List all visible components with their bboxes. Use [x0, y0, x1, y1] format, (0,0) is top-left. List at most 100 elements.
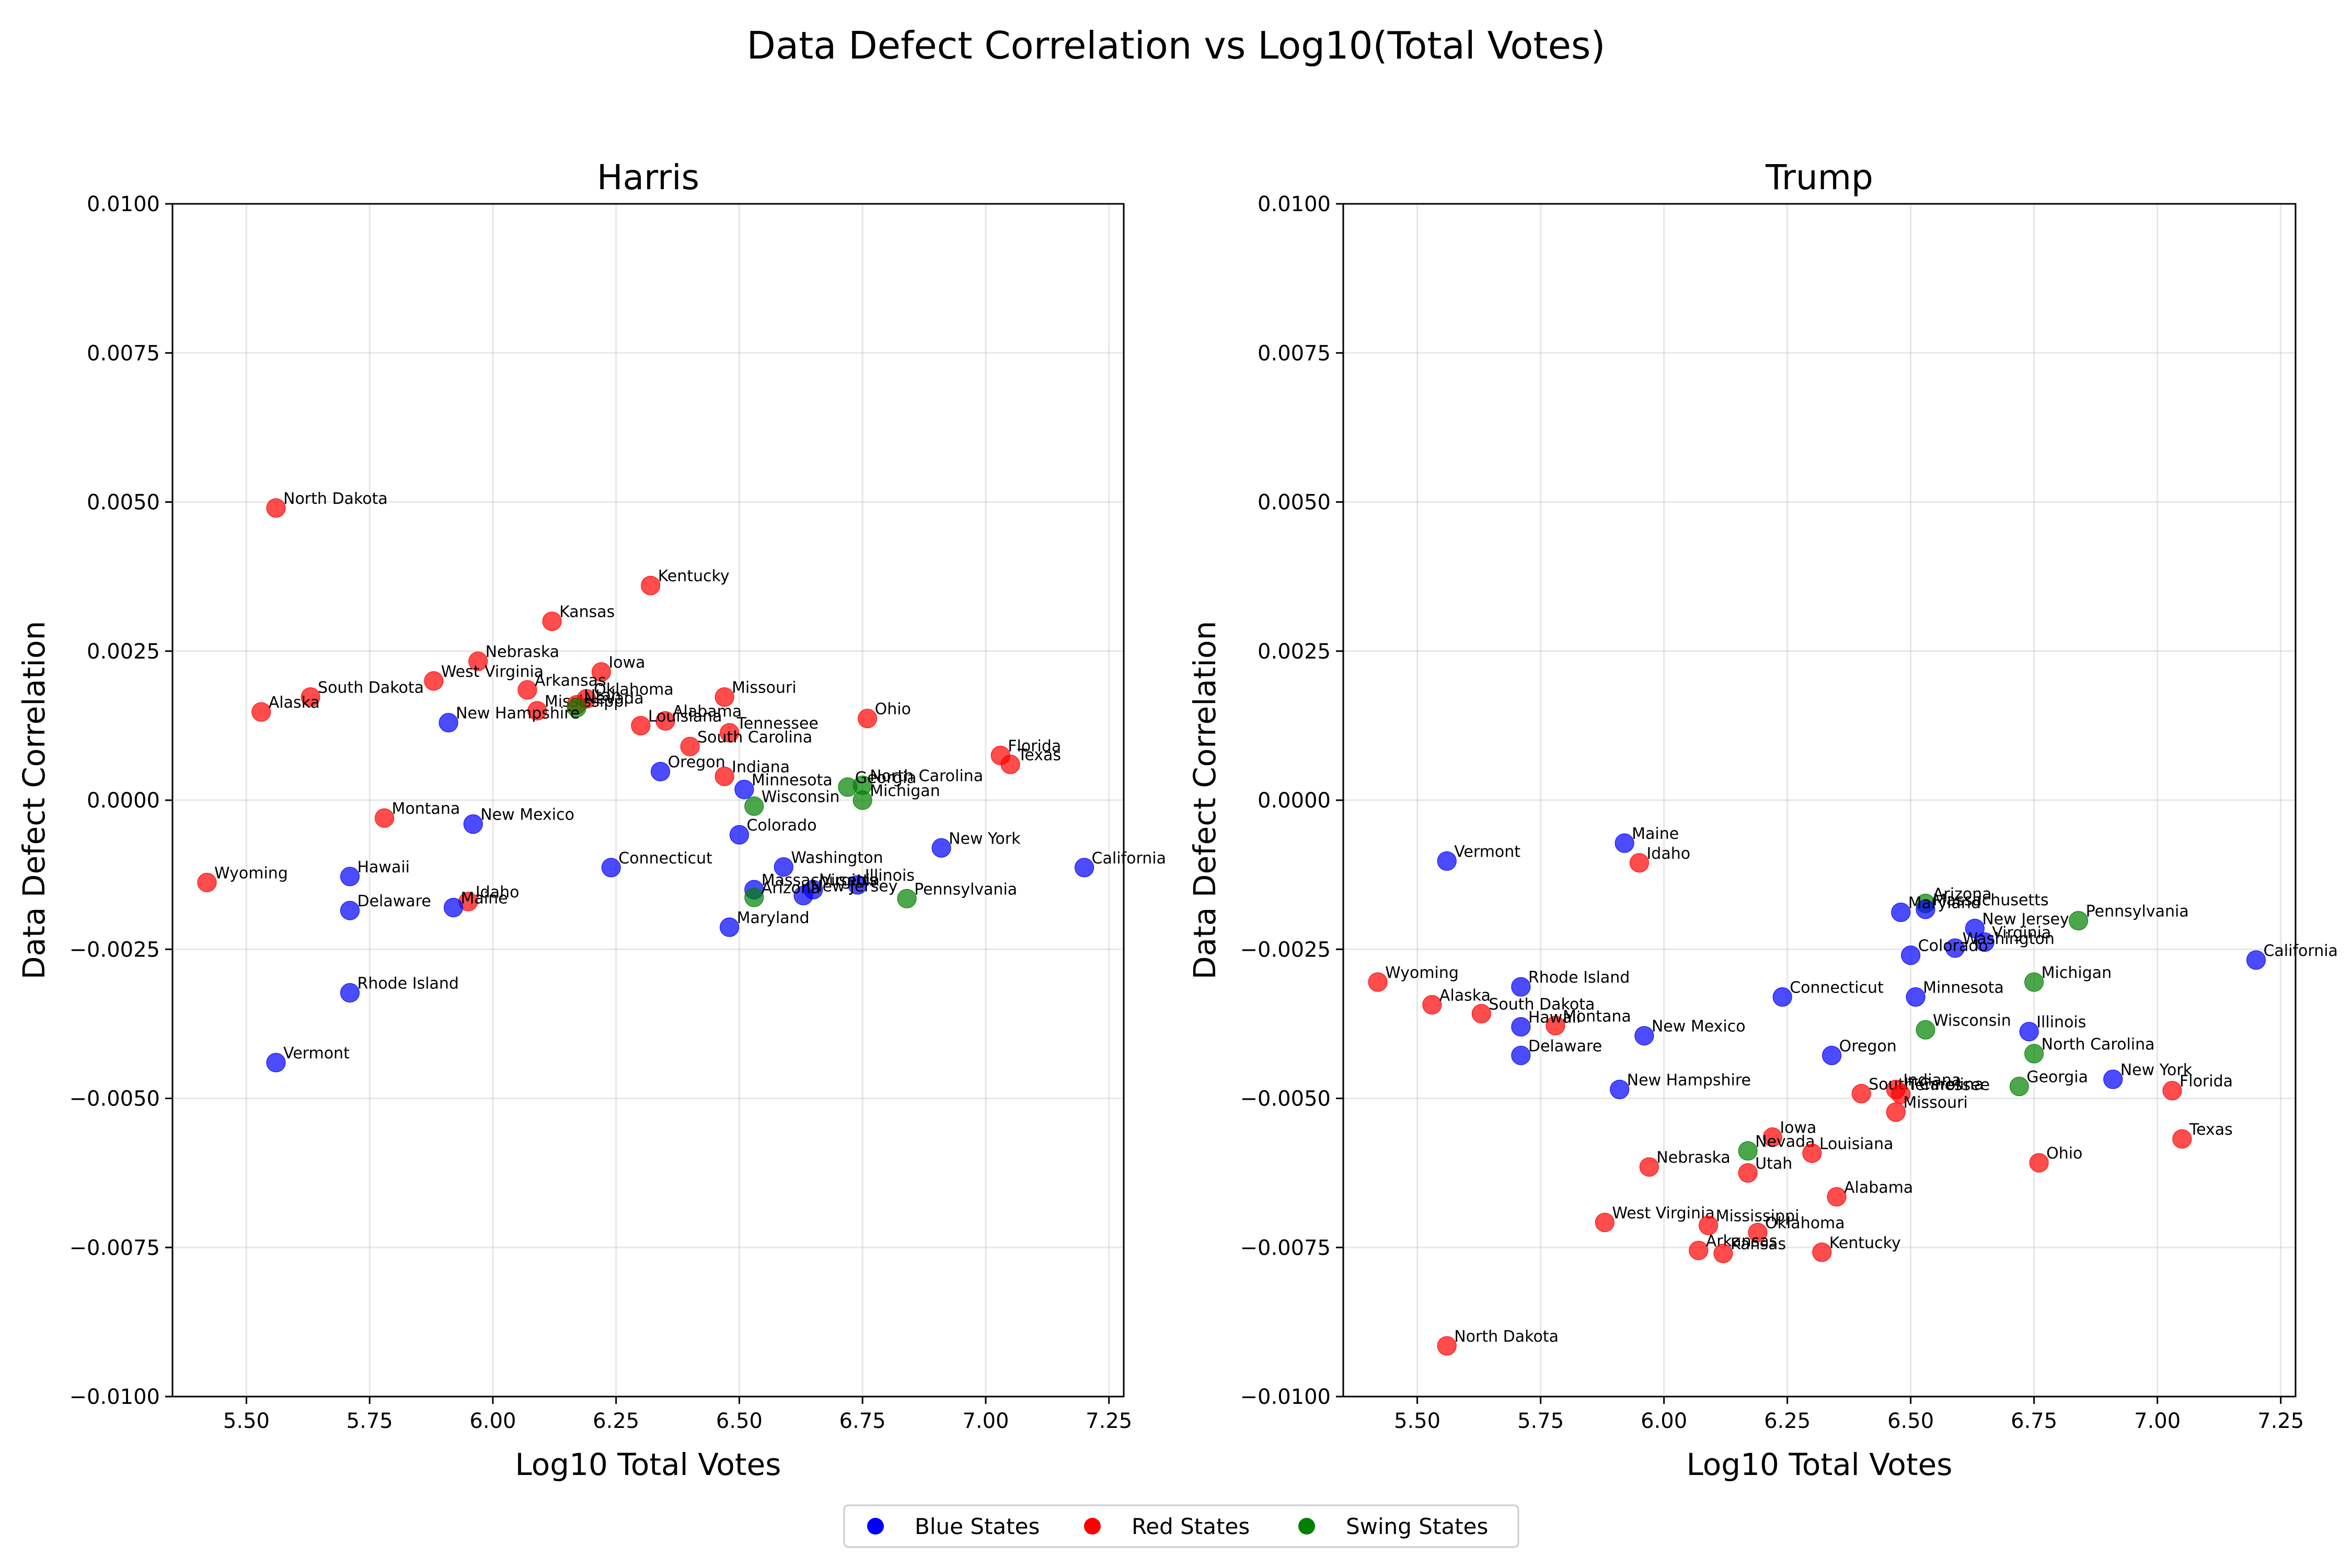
y-tick-label: 0.0000: [87, 789, 160, 813]
point-label: Mississippi: [1716, 1207, 1800, 1226]
point-label: Ohio: [2046, 1145, 2082, 1163]
point-label: Colorado: [1918, 937, 1988, 955]
x-tick-label: 7.25: [2257, 1409, 2304, 1433]
point-label: North Dakota: [1454, 1328, 1559, 1346]
point-label: New Mexico: [480, 806, 574, 824]
data-point: [1901, 946, 1921, 965]
data-point: [1000, 755, 1020, 775]
y-tick-label: −0.0050: [1240, 1087, 1331, 1111]
point-label: Utah: [584, 686, 621, 705]
y-tick-label: 0.0025: [87, 640, 160, 664]
point-label: Texas: [1017, 746, 1061, 765]
data-point: [251, 702, 271, 722]
x-tick-label: 5.50: [223, 1409, 270, 1433]
legend-marker: [867, 1518, 884, 1535]
point-label: Alaska: [1439, 986, 1491, 1005]
panels: 5.50 5.75 6.00 6.25 6.50 6.75 7.00 7.25 −0.0100 −…: [16, 157, 2338, 1482]
data-point: [714, 687, 734, 707]
point-label: New York: [949, 829, 1021, 848]
point-label: Wisconsin: [762, 788, 840, 806]
data-point: [1437, 851, 1457, 871]
point-label: Iowa: [1780, 1119, 1816, 1137]
point-label: Oregon: [668, 753, 725, 771]
legend-entry: Red States: [1132, 1514, 1250, 1539]
x-tick-label: 5.50: [1394, 1409, 1440, 1433]
point-label: Nevada: [584, 689, 643, 708]
data-point: [651, 762, 671, 781]
x-tick-label: 5.75: [347, 1409, 393, 1433]
data-point: [1471, 1004, 1491, 1023]
data-point: [774, 857, 793, 877]
point-label: Utah: [1755, 1155, 1792, 1173]
point-label: Minnesota: [752, 771, 833, 789]
point-label: North Carolina: [2042, 1035, 2155, 1054]
data-point: [1437, 1336, 1457, 1356]
point-label: Indiana: [732, 758, 790, 776]
point-label: Alabama: [1844, 1179, 1913, 1197]
data-point: [1639, 1157, 1659, 1177]
data-point: [1906, 987, 1926, 1007]
legend-entry: Swing States: [1346, 1514, 1488, 1539]
point-label: New Hampshire: [456, 705, 580, 723]
data-point: [897, 889, 917, 908]
y-tick-label: −0.0100: [1240, 1385, 1331, 1409]
data-point: [2029, 1153, 2049, 1173]
point-label: Massachusetts: [762, 871, 878, 890]
legend-entry: Blue States: [915, 1514, 1040, 1539]
point-label: New Mexico: [1652, 1018, 1746, 1036]
data-point: [197, 872, 217, 892]
y-tick-label: 0.0100: [87, 192, 160, 216]
y-tick-label: −0.0025: [70, 938, 160, 962]
data-point: [1634, 1026, 1654, 1046]
point-label: Virginia: [1992, 924, 2051, 942]
data-point: [1738, 1141, 1758, 1161]
axes-frame: [1342, 203, 2297, 1398]
figure-title: Data Defect Correlation vs Log10(Total V…: [747, 24, 1606, 67]
data-point: [744, 796, 764, 816]
point-label: Rhode Island: [1528, 969, 1630, 987]
point-label: Iowa: [608, 654, 645, 672]
legend: Blue States Red States Swing States: [843, 1504, 1519, 1548]
data-point: [2019, 1022, 2039, 1042]
data-point: [439, 713, 458, 733]
x-axis-label: Log10 Total Votes: [1686, 1447, 1952, 1482]
point-label: Alaska: [269, 694, 320, 712]
point-label: Colorado: [746, 816, 816, 835]
data-point: [734, 779, 754, 799]
point-label: North Carolina: [870, 767, 983, 785]
data-point: [1368, 972, 1388, 992]
data-point: [1610, 1079, 1630, 1099]
y-tick-label: 0.0050: [1258, 491, 1331, 515]
data-point: [1422, 995, 1442, 1014]
y-tick-label: 0.0050: [87, 491, 160, 515]
y-tick-label: 0.0075: [87, 341, 160, 365]
x-tick-label: 6.25: [1764, 1409, 1811, 1433]
point-label: Nebraska: [1656, 1149, 1731, 1167]
data-point: [631, 716, 651, 735]
data-point: [1546, 1016, 1565, 1035]
point-label: Wisconsin: [1933, 1011, 2011, 1030]
point-label: Washington: [1963, 930, 2055, 948]
data-point: [1827, 1187, 1847, 1207]
point-label: South Carolina: [697, 728, 812, 746]
point-label: Tennessee: [1908, 1076, 1990, 1094]
data-point: [848, 875, 868, 895]
point-label: Delaware: [357, 892, 431, 910]
data-point: [1802, 1143, 1822, 1163]
point-label: South Dakota: [318, 679, 424, 697]
point-label: Louisiana: [648, 707, 722, 725]
x-tick-label: 7.25: [1086, 1409, 1132, 1433]
data-point: [793, 886, 813, 906]
data-point: [1629, 853, 1649, 873]
data-point: [714, 766, 734, 786]
point-label: New Jersey: [811, 878, 897, 896]
point-label: Hawaii: [357, 858, 410, 877]
point-label: New Jersey: [1982, 910, 2069, 928]
point-label: Ohio: [875, 700, 911, 719]
point-label: New Hampshire: [1627, 1071, 1751, 1089]
point-label: South Carolina: [1869, 1075, 1984, 1093]
legend-marker: [1084, 1518, 1101, 1535]
data-point: [2246, 950, 2266, 970]
